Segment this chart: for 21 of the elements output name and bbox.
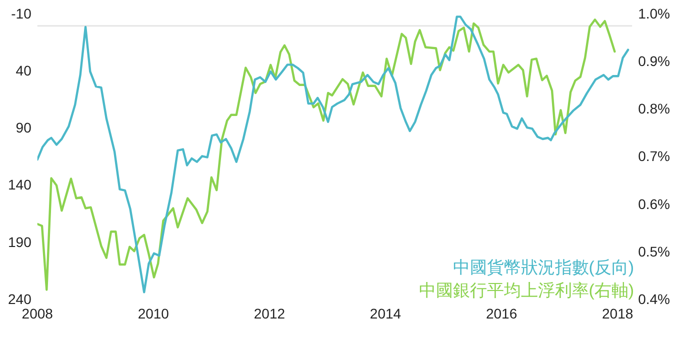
text: 中國銀行平均上浮利率(右軸)	[418, 281, 634, 300]
y2-tick-label: 0.8%	[638, 100, 670, 117]
y2-tick-label: 0.7%	[638, 148, 670, 164]
y-tick-label: 190	[8, 234, 32, 250]
x-tick-label: 2018	[602, 305, 634, 322]
y2-tick-label: 0.9%	[638, 52, 670, 69]
y-tick-label: 240	[8, 291, 32, 308]
y-tick-label: -10	[11, 5, 32, 22]
x-tick-label: 2016	[486, 305, 518, 322]
y2-tick-label: 0.5%	[638, 243, 670, 260]
x-tick-label: 2014	[370, 305, 402, 322]
y2-tick-label: 0.4%	[638, 291, 670, 308]
y-tick-label: 140	[8, 176, 32, 193]
y2-tick-label: 1.0%	[638, 5, 670, 22]
text: 中國貨幣狀況指數(反向)	[452, 258, 634, 278]
y-tick-label: 90	[16, 120, 32, 136]
x-tick-label: 2012	[254, 305, 286, 322]
y-tick-label: 40	[16, 62, 32, 78]
x-tick-label: 2008	[22, 305, 54, 322]
x-tick-label: 2010	[138, 305, 170, 322]
y2-tick-label: 0.6%	[638, 196, 670, 212]
